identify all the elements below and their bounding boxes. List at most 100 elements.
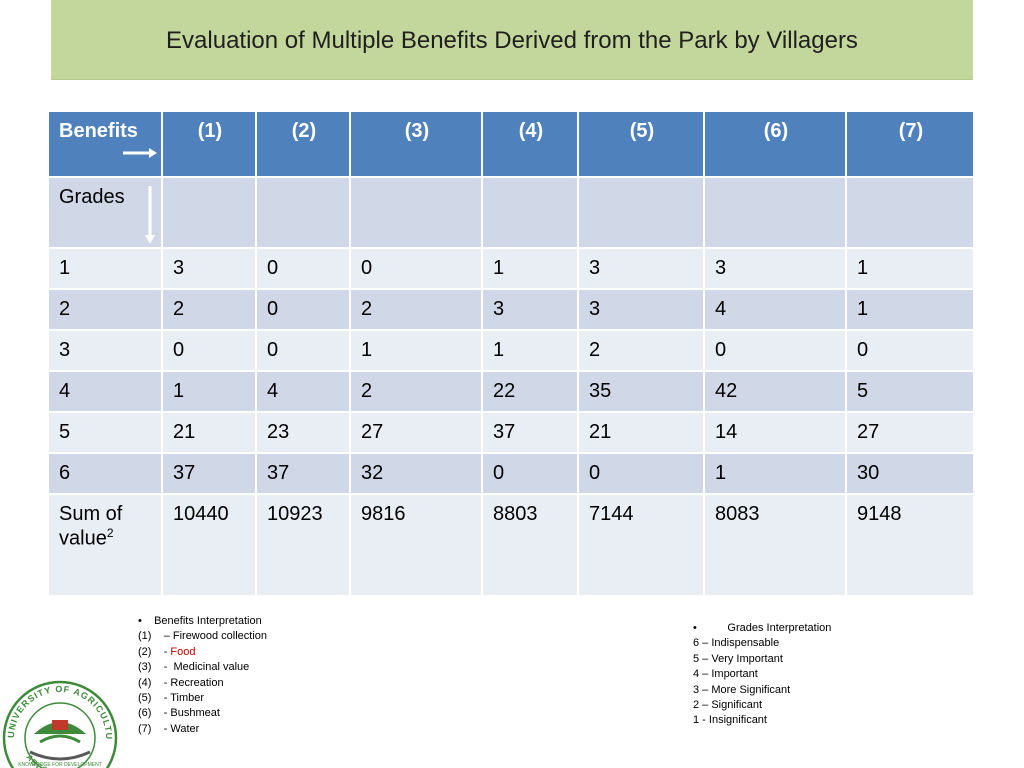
sum-value-cell: 9148: [845, 493, 975, 597]
legend-item-num: (1): [138, 630, 152, 643]
header-col-4: (4): [481, 110, 579, 178]
sum-label-cell: Sum of value2: [47, 493, 163, 597]
value-cell: 4: [703, 288, 847, 331]
header-col-2: (2): [255, 110, 351, 178]
legend-item-text: - Medicinal value: [163, 661, 250, 674]
value-cell: 27: [349, 411, 483, 454]
value-cell: 42: [703, 370, 847, 413]
value-cell: 30: [845, 452, 975, 495]
legend-item-num: (2): [138, 645, 152, 658]
value-cell: 3: [577, 288, 705, 331]
value-cell: 3: [703, 247, 847, 290]
value-cell: 0: [161, 329, 257, 372]
value-cell: 37: [481, 411, 579, 454]
value-cell: 1: [161, 370, 257, 413]
benefits-legend: • Benefits Interpretation (1) – Firewood…: [138, 614, 267, 737]
sum-value-cell: 8083: [703, 493, 847, 597]
value-cell: 14: [703, 411, 847, 454]
bullet-icon: •: [138, 615, 142, 627]
legend-item: (5) - Timber: [138, 691, 267, 706]
legend-item-text: – Firewood collection: [163, 630, 268, 643]
grades-legend-heading-line: • Grades Interpretation: [693, 621, 831, 636]
header-col-7: (7): [845, 110, 975, 178]
value-cell: 0: [255, 329, 351, 372]
legend-item-num: (5): [138, 692, 152, 705]
value-cell: 0: [255, 288, 351, 331]
header-benefits-label: Benefits: [59, 120, 138, 142]
legend-item-text: - Bushmeat: [163, 707, 220, 720]
legend-item-highlight: Food: [170, 645, 196, 658]
header-col-1: (1): [161, 110, 257, 178]
grades-legend-item: 5 – Very Important: [693, 652, 783, 665]
sum-label-line1: Sum of: [59, 503, 123, 525]
value-cell: 1: [349, 329, 483, 372]
value-cell: 32: [349, 452, 483, 495]
value-cell: 0: [349, 247, 483, 290]
table-row: 1 3 0 0 1 3 3 1: [47, 247, 975, 290]
legend-item-num: (7): [138, 722, 152, 735]
value-cell: 4: [255, 370, 351, 413]
value-cell: 35: [577, 370, 705, 413]
legend-item: (4) - Recreation: [138, 676, 267, 691]
grade-cell: 2: [47, 288, 163, 331]
grade-cell: 5: [47, 411, 163, 454]
grade-cell: 6: [47, 452, 163, 495]
table-header-row: Benefits (1) (2) (3) (4) (5) (6) (7): [47, 110, 975, 178]
grade-cell: 3: [47, 329, 163, 372]
header-col-3: (3): [349, 110, 483, 178]
value-cell: 37: [255, 452, 351, 495]
value-cell: 37: [161, 452, 257, 495]
table-row: 2 2 0 2 3 3 4 1: [47, 288, 975, 331]
empty-cell: [481, 176, 579, 249]
legend-item: (2) - Food: [138, 645, 267, 660]
sum-label-line2: value: [59, 527, 107, 550]
legend-item-num: (3): [138, 661, 152, 674]
sum-value-cell: 10440: [161, 493, 257, 597]
value-cell: 2: [349, 370, 483, 413]
benefits-table: Benefits (1) (2) (3) (4) (5) (6) (7): [47, 110, 975, 597]
university-logo: UNIVERSITY OF AGRICULTURE ABEOKUTA KNOWL…: [0, 676, 118, 768]
value-cell: 21: [577, 411, 705, 454]
grades-legend-item: 1 - Insignificant: [693, 714, 767, 727]
benefits-legend-heading-line: • Benefits Interpretation: [138, 614, 267, 629]
legend-item-text: - Water: [163, 722, 200, 735]
table-row: 3 0 0 1 1 2 0 0: [47, 329, 975, 372]
legend-item-num: (4): [138, 676, 152, 689]
grades-cell: Grades: [47, 176, 163, 249]
legend-item-text: - Timber: [163, 692, 205, 705]
value-cell: 2: [161, 288, 257, 331]
value-cell: 2: [349, 288, 483, 331]
legend-item-num: (6): [138, 707, 152, 720]
grades-legend-heading: Grades Interpretation: [727, 622, 832, 634]
value-cell: 0: [481, 452, 579, 495]
legend-item: (3) - Medicinal value: [138, 660, 267, 675]
value-cell: 1: [481, 247, 579, 290]
sum-value-cell: 8803: [481, 493, 579, 597]
empty-cell: [577, 176, 705, 249]
legend-item: (7) - Water: [138, 722, 267, 737]
value-cell: 0: [577, 452, 705, 495]
table-row: 5 21 23 27 37 21 14 27: [47, 411, 975, 454]
grades-legend-item: 6 – Indispensable: [693, 637, 780, 650]
logo-motto-text: KNOWLEDGE FOR DEVELOPMENT: [18, 762, 102, 768]
value-cell: 3: [577, 247, 705, 290]
legend-item: (1) – Firewood collection: [138, 629, 267, 644]
sum-label-superscript: 2: [106, 526, 114, 540]
legend-item-text: - Recreation: [163, 676, 224, 689]
grades-legend-item: 4 – Important: [693, 668, 758, 681]
grades-legend-item: 3 – More Significant: [693, 683, 791, 696]
table-row: 6 37 37 32 0 0 1 30: [47, 452, 975, 495]
value-cell: 3: [161, 247, 257, 290]
sum-row: Sum of value2 10440 10923 9816 8803 7144 …: [47, 493, 975, 597]
value-cell: 1: [481, 329, 579, 372]
header-benefits-cell: Benefits: [47, 110, 163, 178]
legend-item: (6) - Bushmeat: [138, 706, 267, 721]
grades-legend: • Grades Interpretation 6 – Indispensabl…: [693, 621, 831, 729]
value-cell: 1: [703, 452, 847, 495]
value-cell: 3: [481, 288, 579, 331]
empty-cell: [845, 176, 975, 249]
grades-row: Grades: [47, 176, 975, 249]
table-row: 4 1 4 2 22 35 42 5: [47, 370, 975, 413]
empty-cell: [161, 176, 257, 249]
